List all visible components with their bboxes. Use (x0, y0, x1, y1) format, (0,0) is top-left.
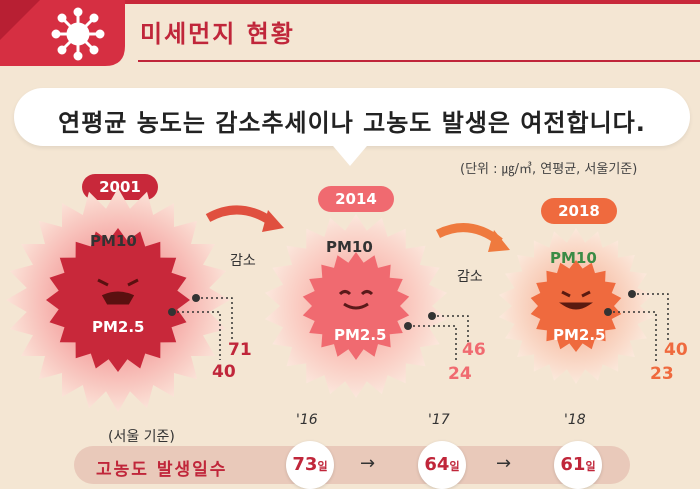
year-label-17: '17 (428, 412, 450, 428)
decrease-arrow-1 (205, 205, 275, 226)
year-pill-2018: 2018 (541, 198, 617, 224)
grin-face-2018 (559, 290, 593, 310)
days-unit: 일 (585, 460, 596, 473)
virus-icon (0, 0, 125, 66)
high-concentration-bar (74, 446, 630, 484)
year-pill-2014: 2014 (318, 186, 394, 212)
days-circle-17: 64일 (418, 441, 466, 489)
days-circle-16: 73일 (286, 441, 334, 489)
pm25-particle-2014 (302, 252, 410, 360)
days-value-16: 73 (292, 454, 318, 475)
days-value-18: 61 (560, 454, 586, 475)
headline-text: 연평균 농도는 감소추세이나 고농도 발생은 여전합니다. (58, 109, 646, 137)
flow-arrow-2: → (496, 453, 512, 474)
days-circle-18: 61일 (554, 441, 602, 489)
decrease-arrow-2 (435, 223, 503, 246)
pm10-value-2018: 40 (664, 340, 688, 360)
pm10-label-2001: PM10 (90, 232, 137, 250)
bubble-tail (328, 140, 372, 166)
angry-face-2001 (97, 278, 139, 305)
pm10-value-2001: 71 (228, 340, 252, 360)
pm25-label-2018: PM2.5 (553, 326, 606, 344)
days-value-17: 64 (424, 454, 450, 475)
days-unit: 일 (449, 460, 460, 473)
pm25-value-2001: 40 (212, 362, 236, 382)
high-concentration-label: 고농도 발생일수 (96, 460, 228, 480)
pm25-label-2014: PM2.5 (334, 326, 387, 344)
basis-note: (서울 기준) (108, 429, 175, 445)
days-unit: 일 (317, 460, 328, 473)
pm10-label-2014: PM10 (326, 238, 373, 256)
headline-bubble (14, 88, 690, 146)
pm25-value-2018: 23 (650, 364, 674, 384)
page-title: 미세먼지 현황 (140, 20, 295, 48)
decrease-label-2: 감소 (457, 269, 483, 285)
smirk-face-2014 (338, 290, 374, 310)
flow-arrow-1: → (360, 453, 376, 474)
pm25-label-2001: PM2.5 (92, 318, 145, 336)
pm10-value-2014: 46 (462, 340, 486, 360)
year-label-18: '18 (564, 412, 586, 428)
pm25-value-2014: 24 (448, 364, 472, 384)
decrease-label-1: 감소 (230, 253, 256, 269)
top-accent-bar (0, 0, 700, 4)
title-underline (138, 60, 700, 62)
unit-note: (단위 : ㎍/㎥, 연평균, 서울기준) (460, 162, 638, 177)
pm10-label-2018: PM10 (550, 249, 597, 267)
year-label-16: '16 (296, 412, 318, 428)
